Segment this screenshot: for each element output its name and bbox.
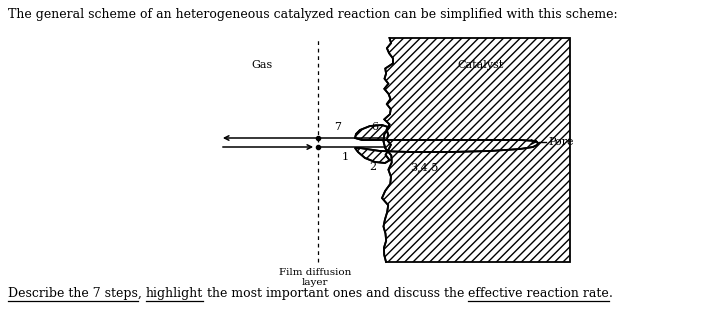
Text: ,: ,: [138, 287, 146, 300]
Text: highlight: highlight: [146, 287, 203, 300]
Text: 1: 1: [341, 152, 348, 162]
Text: Describe the 7 steps: Describe the 7 steps: [8, 287, 138, 300]
Text: .: .: [609, 287, 613, 300]
Text: 6: 6: [371, 122, 378, 132]
Text: 3,4,5: 3,4,5: [410, 162, 438, 172]
Text: the most important ones and discuss the: the most important ones and discuss the: [203, 287, 468, 300]
Text: effective reaction rate: effective reaction rate: [468, 287, 609, 300]
Text: Pore: Pore: [548, 137, 573, 147]
Text: Gas: Gas: [251, 60, 273, 70]
Text: Catalyst: Catalyst: [457, 60, 503, 70]
Text: 7: 7: [334, 122, 341, 132]
Text: The general scheme of an heterogeneous catalyzed reaction can be simplified with: The general scheme of an heterogeneous c…: [8, 8, 618, 21]
Text: Film diffusion
layer: Film diffusion layer: [278, 268, 351, 287]
Polygon shape: [355, 38, 570, 262]
Text: 2: 2: [369, 162, 376, 172]
